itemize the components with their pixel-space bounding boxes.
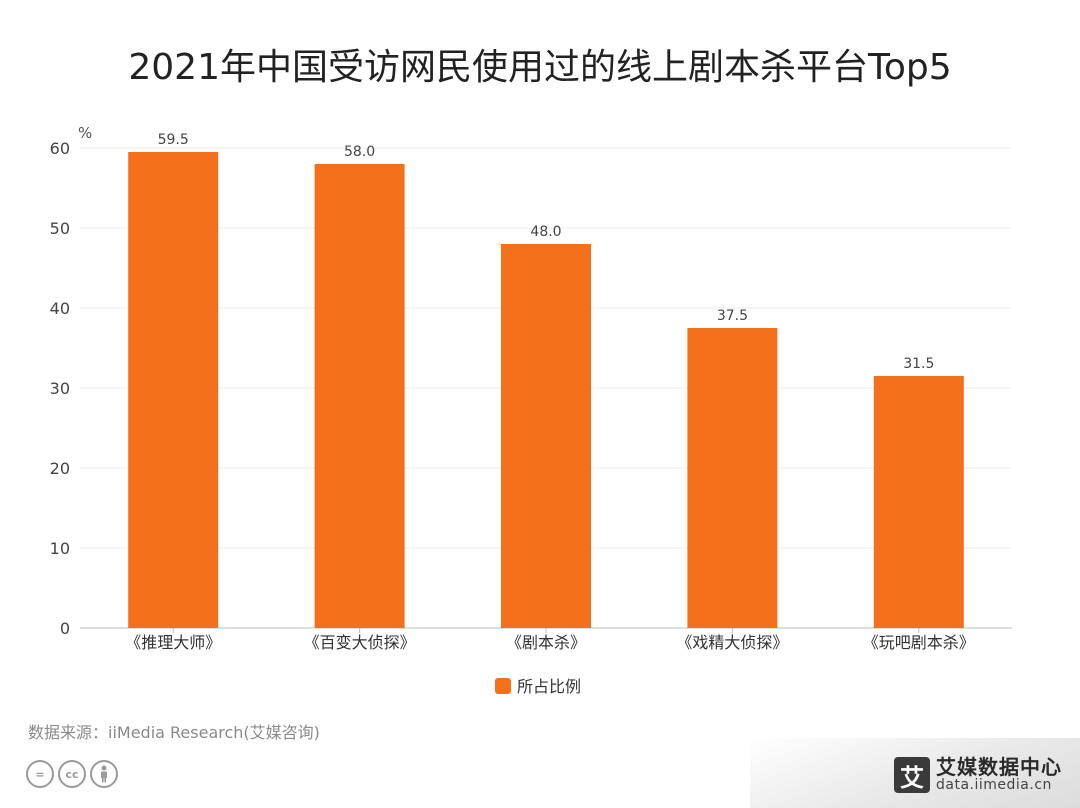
source-note: 数据来源：iiMedia Research(艾媒咨询) <box>28 723 320 742</box>
data-label: 31.5 <box>903 356 934 372</box>
legend-label: 所占比例 <box>517 677 581 696</box>
data-label: 59.5 <box>158 132 189 148</box>
bar-4 <box>687 328 778 628</box>
cc-icon: cc <box>58 760 86 788</box>
x-tick-label: 《玩吧剧本杀》 <box>863 633 975 652</box>
y-tick-label: 0 <box>60 619 70 638</box>
bar-chart: 0 10 20 30 40 50 60% 59.5 《推理大师》 58.0 《百变大侦探》 48.0 《… <box>50 124 1012 696</box>
bar-1 <box>128 152 219 628</box>
y-tick-label: 50 <box>50 219 70 238</box>
y-tick-label: 40 <box>50 299 70 318</box>
chart-title: 2021年中国受访网民使用过的线上剧本杀平台Top5 <box>128 47 952 88</box>
data-label: 37.5 <box>717 308 748 324</box>
y-tick-label: 10 <box>50 539 70 558</box>
equals-icon: = <box>26 760 54 788</box>
data-label: 48.0 <box>530 224 561 240</box>
bar-3 <box>501 244 591 628</box>
brand-logo-icon: 艾 <box>894 757 930 793</box>
bar-5 <box>873 376 964 628</box>
legend-swatch <box>495 678 511 694</box>
bar-2 <box>314 164 405 628</box>
data-label: 58.0 <box>344 144 375 160</box>
y-tick-label: 20 <box>50 459 70 478</box>
license-icons: = cc <box>26 760 118 788</box>
x-tick-label: 《剧本杀》 <box>506 633 586 652</box>
y-tick-label: 30 <box>50 379 70 398</box>
x-tick-label: 《戏精大侦探》 <box>676 633 788 652</box>
y-tick-label: 60 <box>50 139 70 158</box>
person-icon <box>90 760 118 788</box>
x-tick-label: 《推理大师》 <box>125 633 221 652</box>
brand-name: 艾媒数据中心 <box>936 755 1062 780</box>
y-axis-label: % <box>78 124 92 142</box>
brand-url: data.iimedia.cn <box>936 777 1052 794</box>
x-tick-label: 《百变大侦探》 <box>304 633 416 652</box>
brand-logo-block: 艾 艾媒数据中心 data.iimedia.cn <box>894 757 1062 793</box>
